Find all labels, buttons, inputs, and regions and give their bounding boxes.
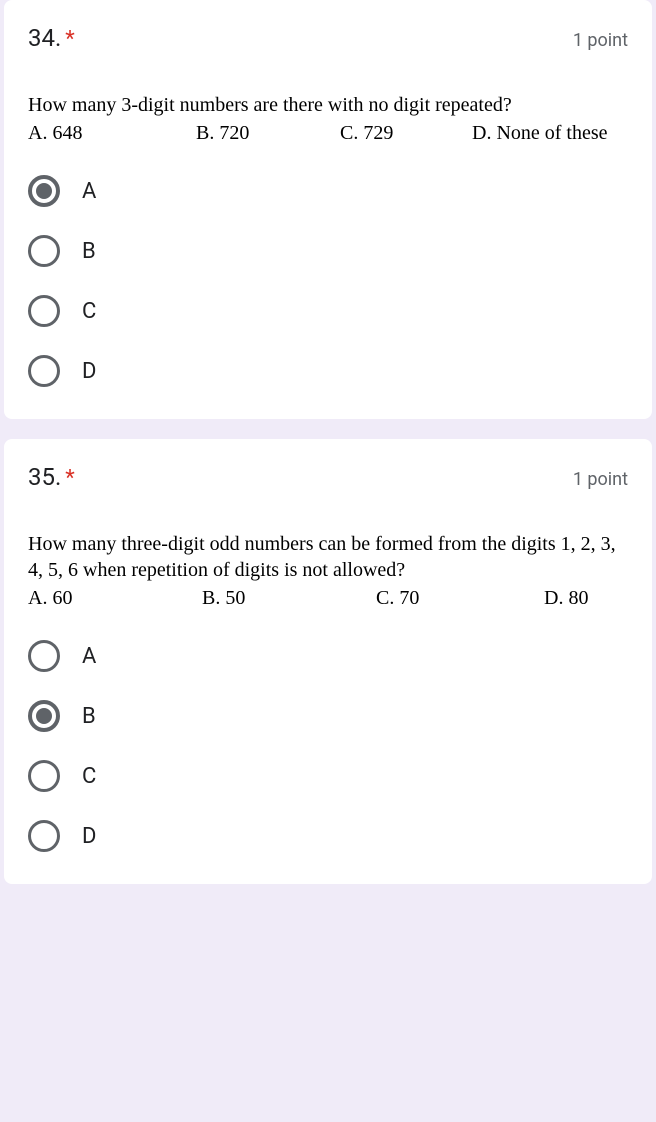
question-inline-choices: A. 648B. 720C. 729D. None of these: [28, 122, 628, 145]
option-b[interactable]: B: [28, 700, 628, 732]
question-number: 34.: [28, 24, 61, 52]
option-d[interactable]: D: [28, 355, 628, 387]
radio-icon[interactable]: [28, 235, 60, 267]
inline-choice: D. 80: [544, 587, 628, 610]
option-a[interactable]: A: [28, 640, 628, 672]
inline-choice: C. 729: [340, 122, 472, 145]
question-inline-choices: A. 60B. 50C. 70D. 80: [28, 587, 628, 610]
question-text: How many 3-digit numbers are there with …: [28, 92, 628, 118]
radio-icon[interactable]: [28, 175, 60, 207]
radio-icon[interactable]: [28, 295, 60, 327]
options-group: A B C D: [28, 640, 628, 852]
options-group: A B C D: [28, 175, 628, 387]
radio-icon[interactable]: [28, 760, 60, 792]
radio-dot: [36, 708, 52, 724]
question-number-wrap: 34. *: [28, 24, 75, 52]
question-text: How many three-digit odd numbers can be …: [28, 531, 628, 583]
option-label: B: [82, 239, 96, 264]
question-header: 35. * 1 point: [28, 463, 628, 491]
option-a[interactable]: A: [28, 175, 628, 207]
inline-choice: C. 70: [376, 587, 544, 610]
inline-choice: B. 720: [196, 122, 340, 145]
question-card: 35. * 1 point How many three-digit odd num…: [4, 439, 652, 884]
option-label: D: [82, 359, 96, 384]
inline-choice: A. 60: [28, 587, 202, 610]
radio-icon[interactable]: [28, 355, 60, 387]
question-card: 34. * 1 point How many 3-digit numbers are…: [4, 0, 652, 419]
radio-icon[interactable]: [28, 820, 60, 852]
points-label: 1 point: [573, 469, 628, 490]
inline-choice: A. 648: [28, 122, 196, 145]
radio-dot: [36, 183, 52, 199]
radio-icon[interactable]: [28, 700, 60, 732]
inline-choice: D. None of these: [472, 122, 628, 145]
option-c[interactable]: C: [28, 295, 628, 327]
option-label: C: [82, 299, 96, 324]
points-label: 1 point: [573, 30, 628, 51]
radio-icon[interactable]: [28, 640, 60, 672]
inline-choice: B. 50: [202, 587, 376, 610]
option-label: D: [82, 824, 96, 849]
question-header: 34. * 1 point: [28, 24, 628, 52]
required-asterisk: *: [65, 27, 74, 52]
option-b[interactable]: B: [28, 235, 628, 267]
option-label: A: [82, 179, 96, 204]
option-label: B: [82, 704, 96, 729]
question-number: 35.: [28, 463, 61, 491]
option-label: C: [82, 764, 96, 789]
question-number-wrap: 35. *: [28, 463, 75, 491]
option-label: A: [82, 644, 96, 669]
option-d[interactable]: D: [28, 820, 628, 852]
required-asterisk: *: [65, 466, 74, 491]
option-c[interactable]: C: [28, 760, 628, 792]
